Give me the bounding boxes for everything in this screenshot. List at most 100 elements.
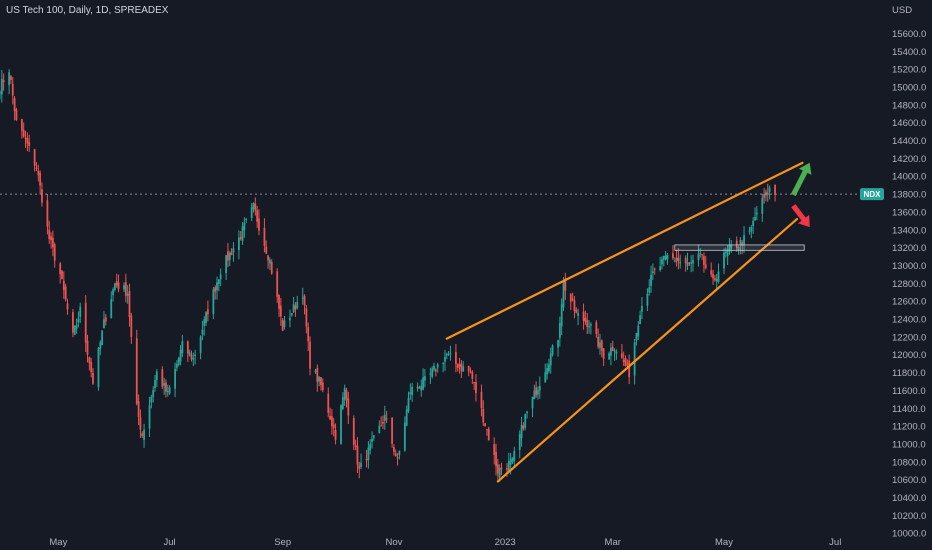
candle-body xyxy=(600,340,603,351)
candle-body xyxy=(628,360,631,378)
candle-body xyxy=(382,422,384,424)
candle-body xyxy=(2,80,5,83)
candle xyxy=(163,377,166,395)
candle-body xyxy=(267,255,269,261)
candle xyxy=(597,328,600,349)
resistance-zone[interactable] xyxy=(674,244,805,251)
candle xyxy=(557,339,559,357)
candle xyxy=(37,164,40,182)
candle xyxy=(307,322,310,351)
candle-body xyxy=(343,388,346,400)
candle xyxy=(301,287,304,305)
candle xyxy=(46,193,49,235)
candle-body xyxy=(582,311,585,321)
candle-body xyxy=(431,368,434,377)
candle xyxy=(589,322,592,335)
candle xyxy=(367,441,370,469)
candle xyxy=(263,218,266,253)
candle-body xyxy=(699,252,702,255)
candle xyxy=(232,242,235,262)
candle-body xyxy=(615,351,618,354)
candle xyxy=(710,262,713,278)
candle xyxy=(723,248,725,275)
candle xyxy=(626,359,629,368)
candle xyxy=(318,375,321,387)
candle xyxy=(445,352,448,360)
candle xyxy=(332,417,335,437)
candle xyxy=(66,298,69,315)
candles-layer xyxy=(0,69,776,482)
y-tick-label: 13400.0 xyxy=(892,225,926,236)
candle xyxy=(407,391,410,414)
candle-body xyxy=(228,252,231,260)
candle xyxy=(194,349,197,365)
candle xyxy=(765,189,767,202)
candle-body xyxy=(584,317,587,322)
arrow-down-icon[interactable] xyxy=(791,204,810,228)
candle-body xyxy=(544,372,547,383)
candle xyxy=(225,254,228,280)
candle-body xyxy=(378,425,381,434)
candle xyxy=(526,410,528,419)
candle xyxy=(715,274,718,289)
candle xyxy=(569,292,572,311)
candle-body xyxy=(101,330,104,346)
candle xyxy=(270,259,273,275)
candle-body xyxy=(765,191,767,196)
candle-body xyxy=(500,467,503,470)
x-axis[interactable]: May Jul Sep Nov 2023 Mar May Jul xyxy=(49,537,841,548)
candle-body xyxy=(622,359,625,362)
candle xyxy=(8,69,11,95)
candle xyxy=(371,431,373,449)
candle xyxy=(688,262,691,266)
y-axis[interactable]: 10000.0 10200.0 10400.0 10600.0 10800.0 11000… xyxy=(892,29,926,540)
candle-body xyxy=(724,252,727,254)
candle xyxy=(20,118,23,139)
candle xyxy=(382,415,384,430)
candle-body xyxy=(371,438,373,442)
candle xyxy=(458,357,461,374)
lower-trendline[interactable] xyxy=(496,217,799,483)
candle-body xyxy=(269,259,271,264)
candle-body xyxy=(62,280,65,291)
candle-body xyxy=(301,297,304,299)
candle-body xyxy=(340,405,342,444)
candle-body xyxy=(589,324,592,326)
candle xyxy=(352,415,355,451)
candle xyxy=(635,332,638,346)
candle xyxy=(117,274,120,293)
candle-body xyxy=(549,353,552,366)
x-tick-label: Nov xyxy=(385,537,402,548)
candle xyxy=(724,247,727,258)
candle-body xyxy=(385,418,388,420)
candle xyxy=(327,387,330,418)
candle-body xyxy=(179,349,182,362)
candle-body xyxy=(289,317,291,321)
candle xyxy=(214,285,217,300)
candle-body xyxy=(227,251,229,261)
upper-trendline[interactable] xyxy=(445,161,804,340)
candle xyxy=(774,184,776,202)
candle xyxy=(766,183,769,202)
symbol-badge[interactable]: NDX xyxy=(860,188,884,201)
candle xyxy=(254,197,257,216)
candle-body xyxy=(661,259,663,265)
currency-label: USD xyxy=(892,5,912,16)
candle xyxy=(130,312,133,344)
candle-body xyxy=(48,229,51,240)
candle xyxy=(269,257,271,271)
candle-body xyxy=(754,217,756,221)
candle-body xyxy=(712,273,714,279)
candle xyxy=(537,386,539,400)
candle xyxy=(393,444,395,456)
x-tick-label: 2023 xyxy=(495,537,516,548)
candle xyxy=(662,255,665,267)
arrow-up-icon[interactable] xyxy=(791,162,812,197)
candle xyxy=(217,279,220,292)
candle-body xyxy=(588,326,590,328)
candle-body xyxy=(442,363,445,365)
candle xyxy=(289,309,291,328)
candle xyxy=(294,301,297,317)
candle-body xyxy=(356,445,359,465)
